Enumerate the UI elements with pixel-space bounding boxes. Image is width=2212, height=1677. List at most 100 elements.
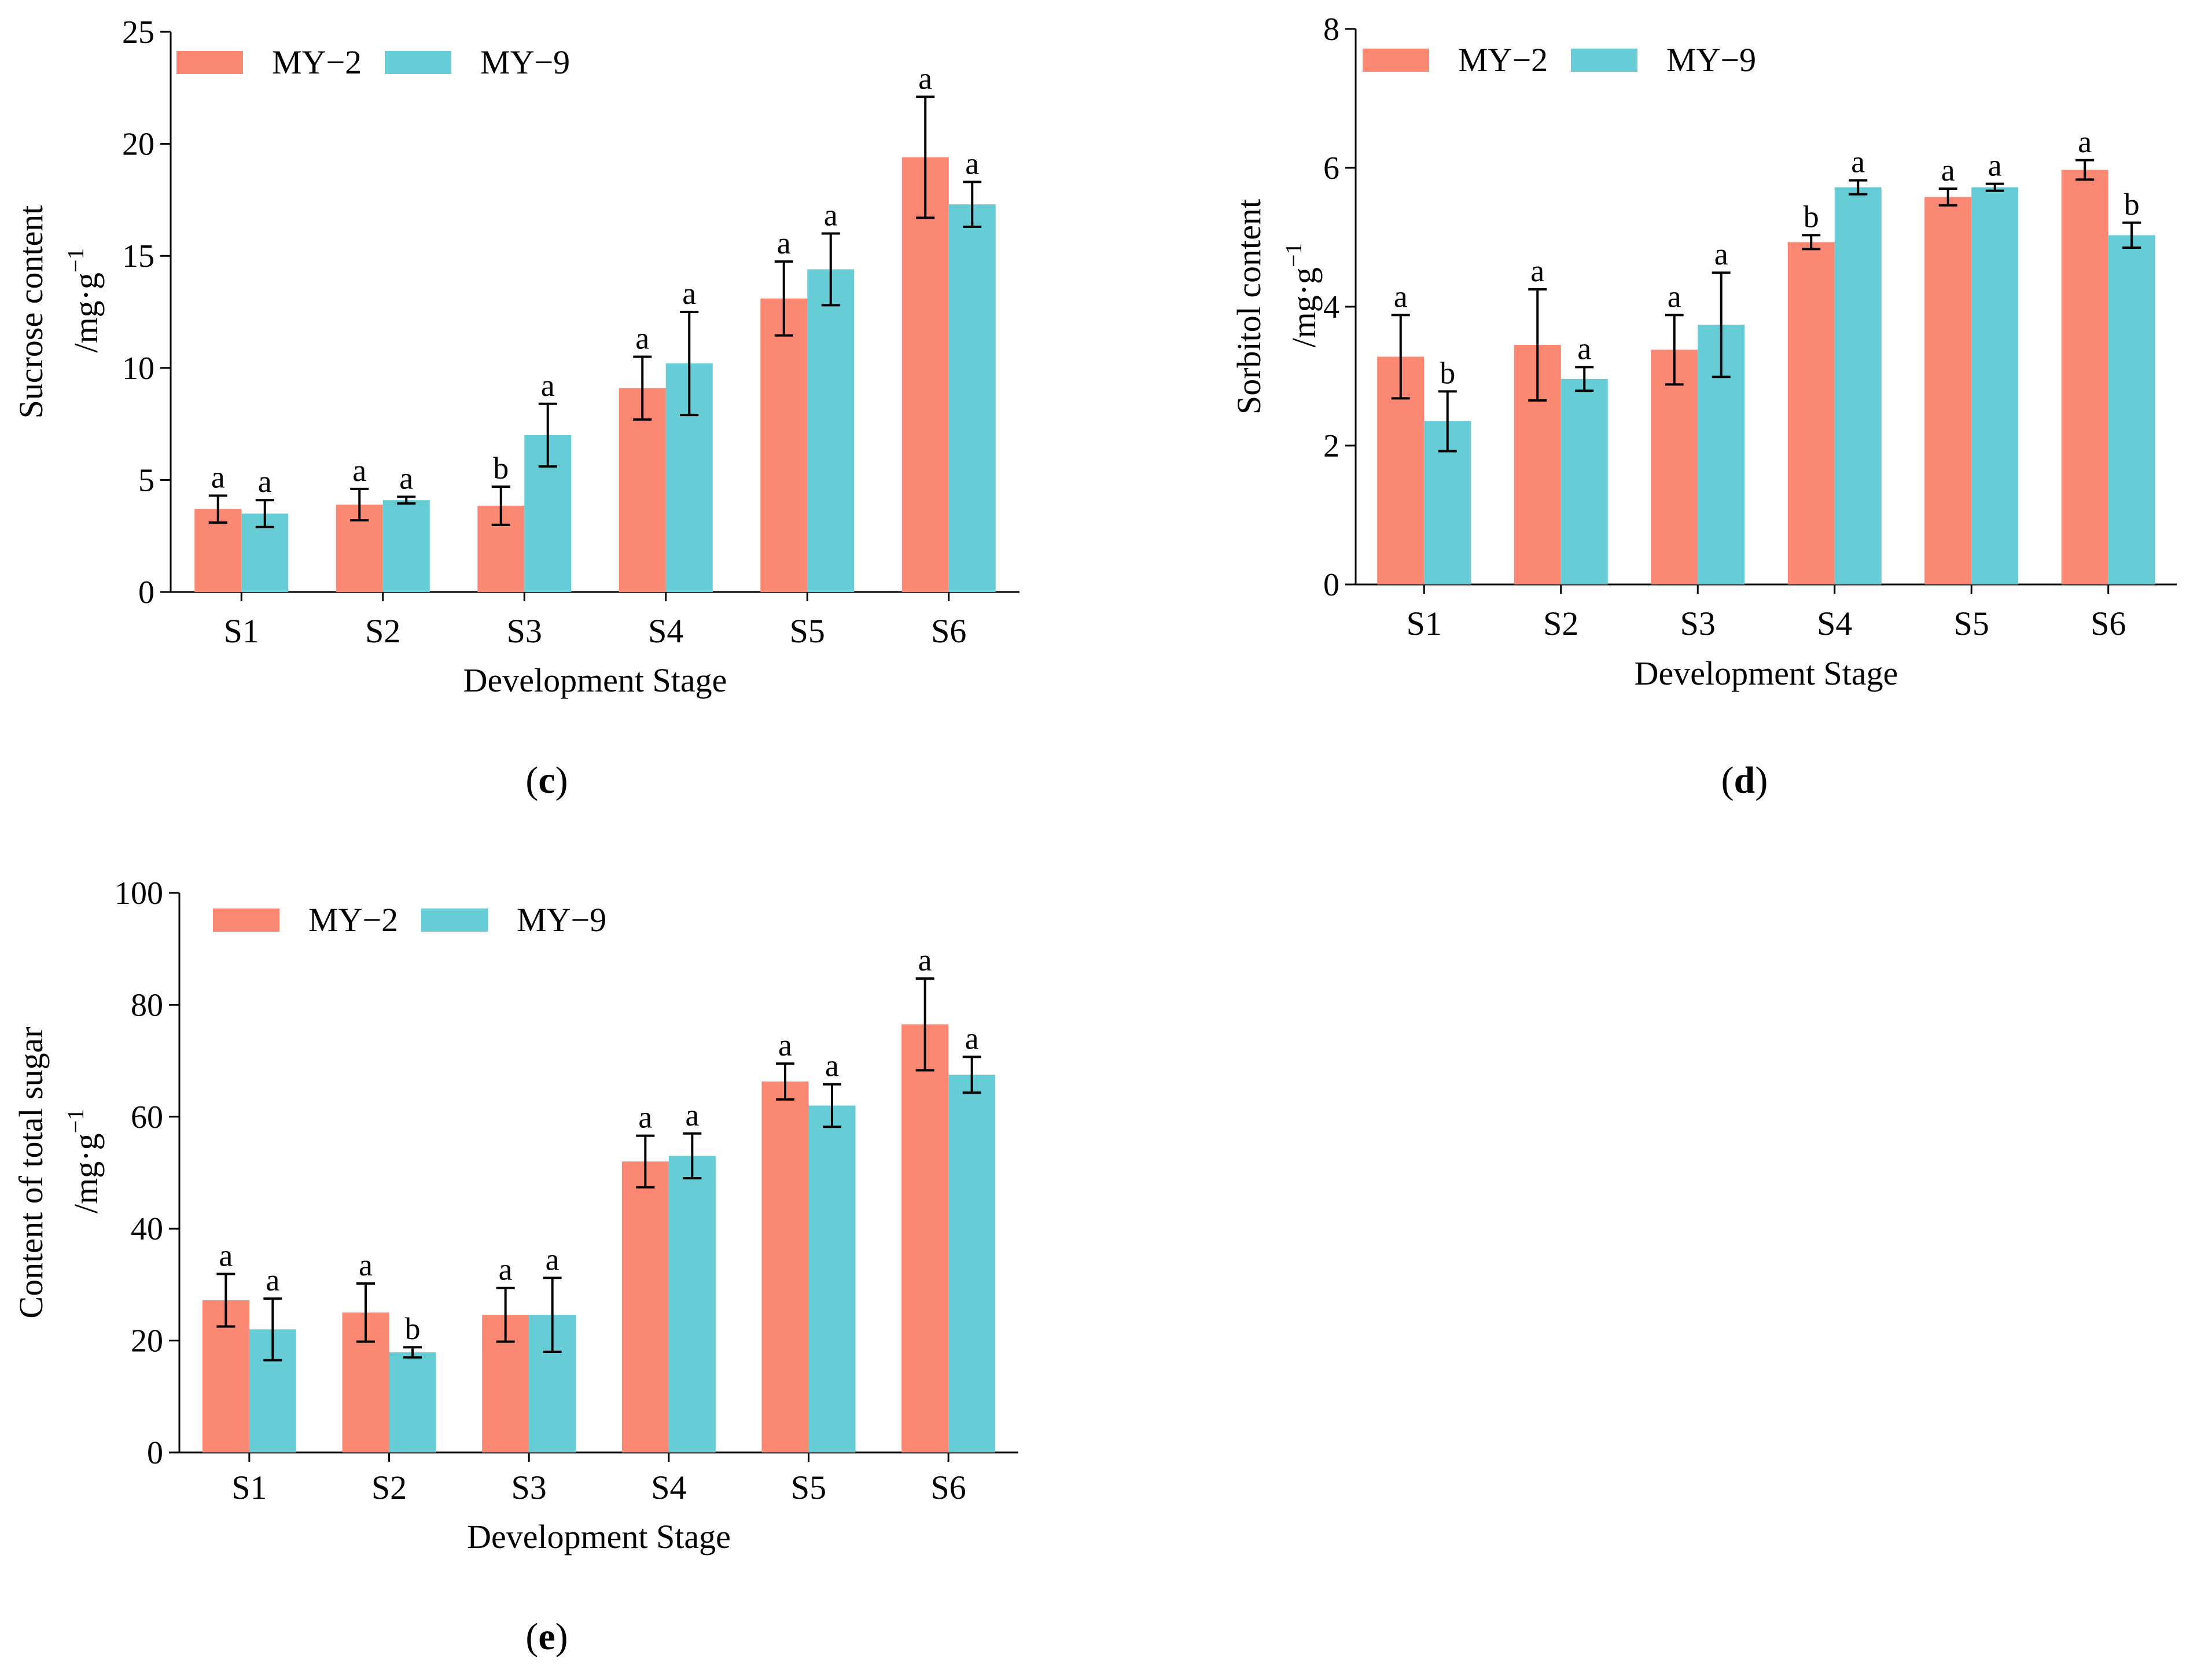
bar-MY-9-S2 xyxy=(382,500,430,592)
significance-label: a xyxy=(918,943,932,977)
y-tick-label: 10 xyxy=(122,351,154,387)
bar-MY-2-S6 xyxy=(901,157,949,592)
x-tick-label-S2: S2 xyxy=(365,612,400,650)
legend-label-MY-2: MY−2 xyxy=(1458,41,1548,79)
significance-label: a xyxy=(635,321,649,355)
significance-label: a xyxy=(1668,279,1681,314)
x-tick-label-S1: S1 xyxy=(1407,605,1442,642)
bar-MY-2-S4 xyxy=(619,388,666,592)
y-axis-unit: /mg·g−1 xyxy=(1280,242,1323,347)
legend-label-MY-9: MY−9 xyxy=(1666,41,1756,79)
x-tick-label-S6: S6 xyxy=(931,612,966,650)
y-axis-unit-base: /mg·g xyxy=(1285,267,1323,348)
panel-label: (c) xyxy=(525,759,568,801)
legend-label-MY-9: MY−9 xyxy=(517,901,606,939)
bar-MY-2-S4 xyxy=(621,1161,669,1452)
legend-label-MY-9: MY−9 xyxy=(480,43,570,81)
y-tick-label: 8 xyxy=(1323,12,1339,47)
y-axis-unit: /mg·g−1 xyxy=(62,248,105,352)
y-axis-title: Sorbitol content xyxy=(1230,199,1268,414)
panel-label-close: ) xyxy=(1755,759,1768,801)
significance-label: a xyxy=(778,1028,792,1062)
significance-label: a xyxy=(266,1263,279,1297)
y-axis-title: Sucrose content xyxy=(12,205,50,419)
x-tick-label-S4: S4 xyxy=(1817,605,1852,642)
y-tick-label: 40 xyxy=(131,1211,163,1247)
x-axis-title: Development Stage xyxy=(467,1518,731,1555)
x-tick-label-S3: S3 xyxy=(507,612,542,650)
legend-label-MY-2: MY−2 xyxy=(308,901,398,939)
y-tick-label: 60 xyxy=(131,1099,163,1135)
significance-label: a xyxy=(1714,237,1728,271)
x-tick-label-S5: S5 xyxy=(791,1469,826,1506)
significance-label: a xyxy=(825,1049,839,1083)
bar-MY-2-S6 xyxy=(901,1024,949,1452)
y-axis-title: Content of total sugar xyxy=(12,1027,50,1318)
legend-label-MY-2: MY−2 xyxy=(272,43,362,81)
significance-label: b xyxy=(1804,199,1819,234)
significance-label: a xyxy=(682,276,696,311)
significance-label: a xyxy=(541,368,555,403)
bar-MY-9-S5 xyxy=(1971,187,2019,585)
significance-label: a xyxy=(258,464,272,499)
panel-label-letter: d xyxy=(1734,759,1755,801)
bar-MY-9-S6 xyxy=(948,204,996,592)
panel-label-open: ( xyxy=(525,759,538,801)
significance-label: a xyxy=(685,1098,699,1132)
bar-MY-2-S5 xyxy=(1924,197,1972,584)
significance-label: a xyxy=(1851,145,1865,179)
x-tick-label-S5: S5 xyxy=(1954,605,1989,642)
significance-label: a xyxy=(965,1021,979,1056)
significance-label: a xyxy=(546,1242,560,1277)
panel-label-close: ) xyxy=(555,759,568,801)
significance-label: a xyxy=(1530,253,1544,288)
y-tick-label: 25 xyxy=(122,14,154,50)
panel-label-close: ) xyxy=(555,1616,568,1658)
x-tick-label-S3: S3 xyxy=(1680,605,1716,642)
panel-label-letter: c xyxy=(538,759,555,801)
panel-label-open: ( xyxy=(525,1616,538,1658)
y-tick-label: 2 xyxy=(1323,428,1339,464)
bar-MY-9-S6 xyxy=(948,1075,996,1452)
bar-MY-9-S4 xyxy=(1834,187,1882,585)
legend-swatch-MY-9 xyxy=(385,51,451,74)
significance-label: a xyxy=(824,197,838,232)
y-tick-label: 80 xyxy=(131,987,163,1023)
x-tick-label-S6: S6 xyxy=(931,1469,966,1506)
significance-label: a xyxy=(499,1252,513,1287)
panel-label: (e) xyxy=(525,1616,568,1658)
bar-MY-9-S5 xyxy=(808,1105,856,1452)
significance-label: a xyxy=(211,460,225,495)
significance-label: a xyxy=(1577,331,1591,366)
x-axis-title: Development Stage xyxy=(1635,654,1898,692)
legend-swatch-MY-9 xyxy=(1571,49,1637,72)
bar-MY-9-S4 xyxy=(668,1156,716,1452)
bar-MY-2-S4 xyxy=(1787,242,1835,584)
x-tick-label-S2: S2 xyxy=(371,1469,407,1506)
significance-label: a xyxy=(918,61,932,95)
y-tick-label: 6 xyxy=(1323,150,1339,186)
significance-label: a xyxy=(359,1248,373,1282)
y-tick-label: 15 xyxy=(122,238,154,274)
significance-label: a xyxy=(638,1100,652,1135)
significance-label: b xyxy=(493,451,509,486)
legend-swatch-MY-2 xyxy=(176,51,243,74)
y-tick-label: 100 xyxy=(115,876,163,911)
x-axis-title: Development Stage xyxy=(463,661,727,699)
bar-MY-2-S5 xyxy=(760,298,808,592)
x-tick-label-S2: S2 xyxy=(1543,605,1578,642)
bar-MY-9-S6 xyxy=(2108,235,2155,584)
x-tick-label-S6: S6 xyxy=(2090,605,2126,642)
significance-label: a xyxy=(777,226,791,260)
y-axis-unit-exponent: −1 xyxy=(1280,242,1306,267)
panel-label: (d) xyxy=(1721,759,1768,801)
x-tick-label-S4: S4 xyxy=(648,612,683,650)
y-axis-unit: /mg·g−1 xyxy=(62,1109,105,1213)
y-tick-label: 0 xyxy=(1323,567,1339,603)
bar-MY-2-S3 xyxy=(1651,350,1698,584)
bar-MY-9-S5 xyxy=(807,269,855,592)
y-axis-unit-exponent: −1 xyxy=(62,248,89,273)
